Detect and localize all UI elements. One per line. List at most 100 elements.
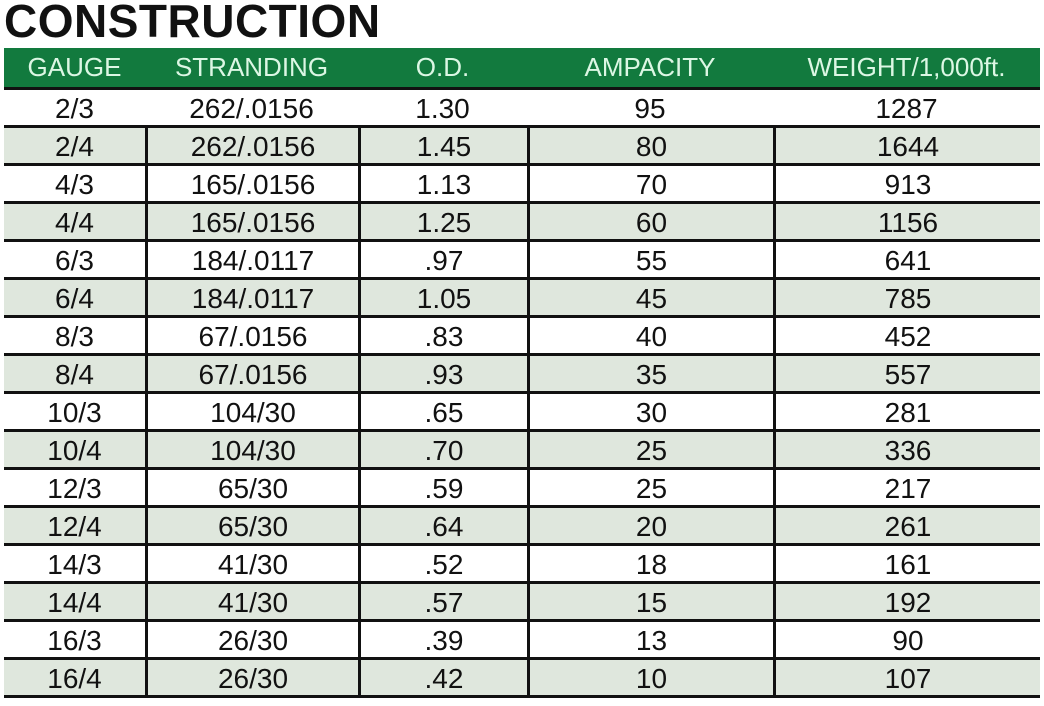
cell-weight: 217: [773, 470, 1040, 505]
cell-stranding: 26/30: [145, 622, 358, 657]
cell-od: .97: [358, 242, 527, 277]
cell-ampacity: 40: [527, 318, 773, 353]
cell-stranding: 67/.0156: [145, 356, 358, 391]
table-row: 14/3 41/30.52 18 161: [4, 546, 1040, 584]
cell-od: .83: [358, 318, 527, 353]
table-row: 6/3 184/.0117.97 55 641: [4, 242, 1040, 280]
cell-od: .70: [358, 432, 527, 467]
cell-gauge: 12/4: [47, 511, 102, 542]
cell-ampacity: 25: [527, 432, 773, 467]
table-row: 10/4 104/30.70 25 336: [4, 432, 1040, 470]
cell-od: .57: [358, 584, 527, 619]
cell-ampacity: 55: [527, 242, 773, 277]
table-header: GAUGE STRANDING O.D. AMPACITY WEIGHT/1,0…: [4, 48, 1040, 90]
cell-stranding: 262/.0156: [189, 93, 314, 124]
table-row: 6/4 184/.0117 1.05 45 785: [4, 280, 1040, 318]
cell-od: .52: [358, 546, 527, 581]
table-row: 8/4 67/.0156.93 35 557: [4, 356, 1040, 394]
cell-gauge: 10/4: [47, 435, 102, 466]
cell-weight: 1156: [773, 204, 1040, 239]
cell-ampacity: 80: [527, 128, 773, 163]
cell-gauge: 4/3: [55, 169, 94, 200]
cell-stranding: 262/.0156: [145, 128, 358, 163]
cell-stranding: 104/30: [145, 394, 358, 429]
table-row: 8/3 67/.0156.83 40 452: [4, 318, 1040, 356]
column-header-od: O.D.: [415, 52, 470, 82]
cell-ampacity: 60: [527, 204, 773, 239]
column-header-weight: WEIGHT/1,000ft.: [807, 52, 1006, 82]
cell-weight: 90: [773, 622, 1040, 657]
cell-gauge: 6/4: [55, 283, 94, 314]
cell-gauge: 10/3: [47, 397, 102, 428]
cell-stranding: 41/30: [145, 546, 358, 581]
cell-weight: 161: [773, 546, 1040, 581]
cell-od: .93: [358, 356, 527, 391]
cell-stranding: 26/30: [145, 660, 358, 695]
cell-ampacity: 18: [527, 546, 773, 581]
cell-weight: 1287: [875, 93, 938, 124]
cell-stranding: 65/30: [145, 470, 358, 505]
cell-weight: 785: [773, 280, 1040, 315]
cell-stranding: 165/.0156: [145, 204, 358, 239]
cell-stranding: 184/.0117: [145, 280, 358, 315]
table-row: 16/4 26/30.42 10 107: [4, 660, 1040, 698]
cell-ampacity: 15: [527, 584, 773, 619]
cell-od: .39: [358, 622, 527, 657]
construction-table: GAUGE STRANDING O.D. AMPACITY WEIGHT/1,0…: [4, 48, 1040, 698]
cell-ampacity: 10: [527, 660, 773, 695]
cell-ampacity: 25: [527, 470, 773, 505]
cell-gauge: 14/3: [47, 549, 102, 580]
cell-gauge: 8/3: [55, 321, 94, 352]
cell-stranding: 67/.0156: [145, 318, 358, 353]
cell-weight: 281: [773, 394, 1040, 429]
cell-stranding: 65/30: [145, 508, 358, 543]
cell-od: .42: [358, 660, 527, 695]
cell-gauge: 4/4: [55, 207, 94, 238]
cell-gauge: 2/4: [55, 131, 94, 162]
cell-od: .59: [358, 470, 527, 505]
table-row: 4/4 165/.0156 1.25 60 1156: [4, 204, 1040, 242]
table-row: 2/4 262/.0156 1.45 80 1644: [4, 128, 1040, 166]
cell-weight: 192: [773, 584, 1040, 619]
cell-od: 1.13: [358, 166, 527, 201]
cell-gauge: 6/3: [55, 245, 94, 276]
cell-ampacity: 35: [527, 356, 773, 391]
cell-stranding: 41/30: [145, 584, 358, 619]
table-row: 10/3 104/30.65 30 281: [4, 394, 1040, 432]
cell-stranding: 104/30: [145, 432, 358, 467]
table-body: 2/3 262/.0156 1.30 95 1287 2/4 262/.0156 1.45 80…: [4, 90, 1040, 698]
cell-weight: 261: [773, 508, 1040, 543]
column-header-ampacity: AMPACITY: [584, 52, 716, 82]
table-row: 4/3 165/.0156 1.13 70 913: [4, 166, 1040, 204]
cell-weight: 336: [773, 432, 1040, 467]
cell-weight: 913: [773, 166, 1040, 201]
table-row: 2/3 262/.0156 1.30 95 1287: [4, 90, 1040, 128]
table-row: 14/4 41/30.57 15 192: [4, 584, 1040, 622]
table-row: 16/3 26/30.39 13 90: [4, 622, 1040, 660]
cell-stranding: 184/.0117: [145, 242, 358, 277]
cell-weight: 107: [773, 660, 1040, 695]
cell-od: 1.05: [358, 280, 527, 315]
cell-weight: 1644: [773, 128, 1040, 163]
cell-stranding: 165/.0156: [145, 166, 358, 201]
cell-gauge: 16/4: [47, 663, 102, 694]
cell-ampacity: 95: [634, 93, 666, 124]
page-title: CONSTRUCTION: [4, 0, 381, 47]
column-header-gauge: GAUGE: [27, 52, 122, 82]
cell-gauge: 8/4: [55, 359, 94, 390]
cell-ampacity: 13: [527, 622, 773, 657]
cell-od: 1.25: [358, 204, 527, 239]
cell-gauge: 16/3: [47, 625, 102, 656]
cell-weight: 641: [773, 242, 1040, 277]
cell-weight: 557: [773, 356, 1040, 391]
table-row: 12/4 65/30.64 20 261: [4, 508, 1040, 546]
cell-gauge: 14/4: [47, 587, 102, 618]
cell-ampacity: 30: [527, 394, 773, 429]
cell-ampacity: 45: [527, 280, 773, 315]
cell-gauge: 2/3: [55, 93, 94, 124]
cell-gauge: 12/3: [47, 473, 102, 504]
cell-weight: 452: [773, 318, 1040, 353]
cell-od: .65: [358, 394, 527, 429]
table-row: 12/3 65/30.59 25 217: [4, 470, 1040, 508]
cell-ampacity: 70: [527, 166, 773, 201]
